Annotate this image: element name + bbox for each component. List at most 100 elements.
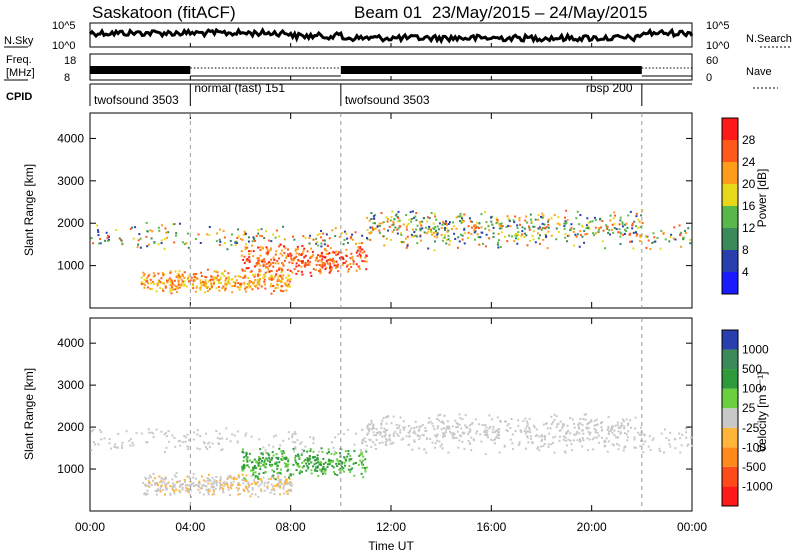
power-cell (272, 256, 275, 259)
power-cell (159, 281, 162, 284)
power-cell (626, 226, 629, 229)
power-cell (662, 231, 665, 234)
velocity-cell (256, 475, 259, 478)
power-cell (150, 288, 153, 291)
velocity-cell (336, 465, 339, 468)
velocity-cell (228, 494, 231, 497)
velocity-cell (569, 416, 572, 419)
velocity-cell (196, 433, 199, 436)
velocity-cell (169, 492, 172, 495)
power-cell (204, 281, 207, 284)
velocity-cell (245, 480, 248, 483)
velocity-cell (300, 453, 303, 456)
power-cell (391, 230, 394, 233)
velocity-cell (440, 421, 443, 424)
velocity-cell (452, 432, 455, 435)
velocity-cell (369, 423, 372, 426)
velocity-cell (207, 442, 210, 445)
power-cell (276, 278, 279, 281)
power-cell (202, 283, 205, 286)
velocity-cell (287, 431, 290, 434)
power-cell (506, 215, 509, 218)
power-cell (156, 282, 159, 285)
power-cell (157, 226, 160, 229)
velocity-cell (121, 444, 124, 447)
power-cell (301, 252, 304, 255)
velocity-cell (251, 492, 254, 495)
power-cell (573, 244, 576, 247)
velocity-cell (541, 438, 544, 441)
power-cell (624, 223, 627, 226)
velocity-cell (364, 458, 367, 461)
velocity-swatch-8 (722, 330, 738, 350)
velocity-cell (342, 467, 345, 470)
velocity-cell (534, 434, 537, 437)
velocity-cell (440, 443, 443, 446)
velocity-cell (160, 430, 163, 433)
power-cell (537, 237, 540, 240)
velocity-cell (418, 425, 421, 428)
velocity-cell (319, 468, 322, 471)
power-cell (217, 280, 220, 283)
power-cell (249, 280, 252, 283)
velocity-cell (294, 447, 297, 450)
velocity-cell (241, 450, 244, 453)
velocity-cell (245, 474, 248, 477)
power-cell (358, 242, 361, 245)
power-cell (237, 275, 240, 278)
velocity-cell (614, 424, 617, 427)
power-cell (396, 220, 399, 223)
power-cell (260, 235, 263, 238)
velocity-cell (421, 433, 424, 436)
velocity-cell (577, 426, 580, 429)
velocity-cell (484, 433, 487, 436)
power-cell (149, 229, 152, 232)
velocity-cell (536, 447, 539, 450)
velocity-cell (165, 435, 168, 438)
velocity-cell (203, 442, 206, 445)
velocity-cell (244, 479, 247, 482)
velocity-tick-1: 500 (742, 362, 762, 376)
power-cell (263, 260, 266, 263)
power-cell (489, 216, 492, 219)
velocity-cell (469, 430, 472, 433)
power-cell (359, 254, 362, 257)
velocity-cell (634, 427, 637, 430)
velocity-cell (486, 434, 489, 437)
velocity-cell (287, 482, 290, 485)
velocity-cell (442, 422, 445, 425)
velocity-cell (389, 439, 392, 442)
velocity-cell (674, 438, 677, 441)
velocity-cell (157, 484, 160, 487)
power-cell (289, 285, 292, 288)
power-cell (181, 280, 184, 283)
power-cell (274, 287, 277, 290)
velocity-cell (578, 422, 581, 425)
velocity-cell (483, 429, 486, 432)
velocity-cell (369, 439, 372, 442)
power-cell (145, 235, 148, 238)
power-cell (235, 240, 238, 243)
power-cell (541, 212, 544, 215)
power-cell (263, 258, 266, 261)
velocity-cell (316, 457, 319, 460)
power-cell (182, 284, 185, 287)
velocity-cell (247, 466, 250, 469)
power-cell (433, 249, 436, 252)
velocity-cell (497, 434, 500, 437)
power-cell (532, 230, 535, 233)
power-cell (212, 283, 215, 286)
power-cell (589, 220, 592, 223)
power-cell (263, 237, 266, 240)
velocity-cell (175, 488, 178, 491)
power-cell (372, 222, 375, 225)
power-cell (293, 257, 296, 260)
velocity-cell (309, 436, 312, 439)
power-cell (308, 236, 311, 239)
velocity-cell (152, 436, 155, 439)
power-cell (369, 231, 372, 234)
power-y-label: Slant Range [km] (22, 164, 36, 256)
power-cell (484, 211, 487, 214)
power-cell (259, 254, 262, 257)
